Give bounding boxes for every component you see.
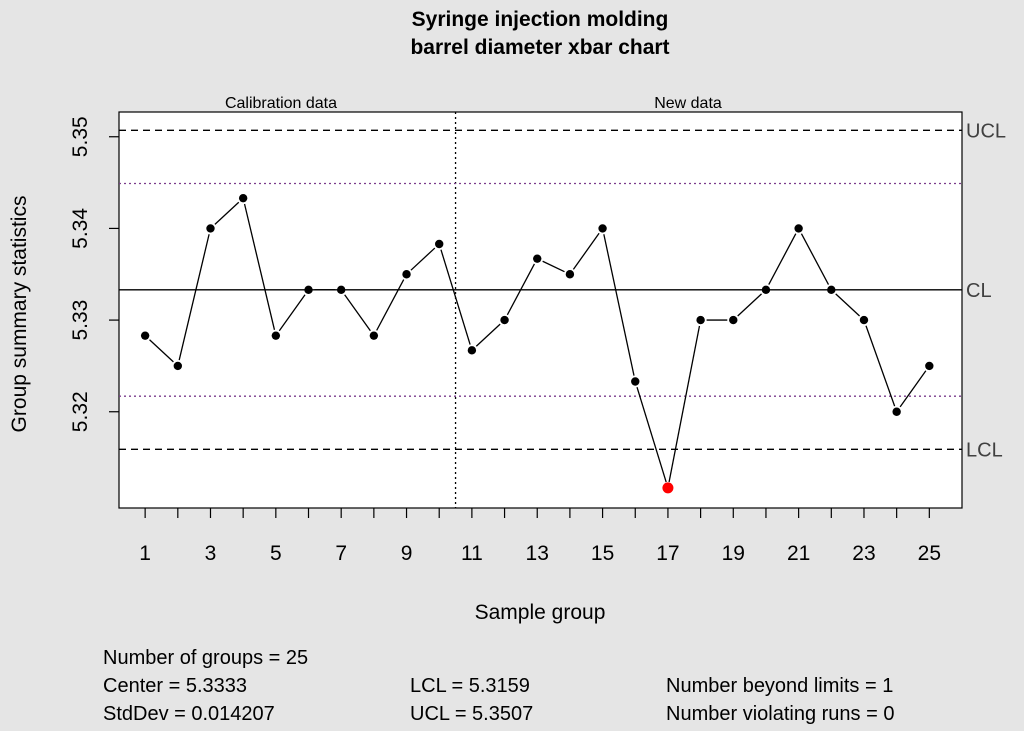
x-tick-label-23: 23 <box>852 542 875 565</box>
series-segment-17 <box>668 325 701 483</box>
plot-area <box>118 111 963 509</box>
series-segment-22 <box>835 293 861 317</box>
data-point-20 <box>761 285 771 295</box>
series-segment-9 <box>410 247 436 271</box>
data-point-17 <box>662 482 674 494</box>
x-tick-label-19: 19 <box>722 542 745 565</box>
data-point-12 <box>500 315 509 325</box>
series-segment-20 <box>768 233 797 285</box>
data-point-3 <box>206 224 215 233</box>
series-segment-14 <box>572 232 600 270</box>
series-segment-4 <box>243 203 276 330</box>
y-axis-label: Group summary statistics <box>8 196 31 433</box>
phase-label-calibration: Calibration data <box>225 95 337 112</box>
phase-label-new: New data <box>654 95 722 112</box>
data-point-23 <box>859 315 869 325</box>
data-point-25 <box>925 361 934 371</box>
stats-violating-runs: Number violating runs = 0 <box>666 703 895 725</box>
data-point-18 <box>696 315 705 325</box>
data-point-10 <box>435 239 444 249</box>
y-tick-label-3: 5.35 <box>69 116 92 157</box>
data-point-19 <box>729 315 738 325</box>
data-point-14 <box>565 270 575 279</box>
x-tick-label-3: 3 <box>205 542 217 565</box>
x-tick-label-17: 17 <box>656 542 679 565</box>
series-segment-13 <box>542 260 565 273</box>
data-point-7 <box>336 285 346 295</box>
data-point-6 <box>304 285 313 295</box>
data-point-2 <box>173 361 183 371</box>
x-axis-label: Sample group <box>475 601 606 624</box>
data-point-16 <box>631 377 640 386</box>
series-segment-1 <box>149 339 174 363</box>
data-point-24 <box>892 407 901 416</box>
data-point-21 <box>794 224 803 233</box>
series-segment-12 <box>506 263 535 316</box>
stats-lcl: LCL = 5.3159 <box>410 675 530 697</box>
data-point-22 <box>827 285 836 295</box>
x-tick-label-9: 9 <box>401 542 413 565</box>
data-point-4 <box>238 193 248 203</box>
series-segment-7 <box>344 294 371 332</box>
y-tick-label-2: 5.34 <box>69 208 92 249</box>
control-limits: UCL CL LCL <box>119 112 1006 508</box>
series-segment-11 <box>475 323 501 347</box>
stats-ucl: UCL = 5.3507 <box>410 703 534 725</box>
series-segment-3 <box>214 201 240 225</box>
data-point-1 <box>140 331 150 340</box>
series-segment-2 <box>178 234 210 361</box>
x-tick-label-7: 7 <box>335 542 347 565</box>
data-point-13 <box>533 254 542 263</box>
axes: 1 3 5 7 9 11 13 15 17 19 21 23 255.325.335.345.35 <box>69 116 941 565</box>
series-segment-5 <box>278 294 306 332</box>
y-tick-label-0: 5.32 <box>69 391 92 432</box>
series-segment-16 <box>636 387 667 483</box>
stats-groups: Number of groups = 25 <box>103 647 309 669</box>
x-tick-label-5: 5 <box>270 542 282 565</box>
x-tick-label-1: 1 <box>139 542 151 565</box>
stats-beyond-limits: Number beyond limits = 1 <box>666 675 894 697</box>
x-tick-label-11: 11 <box>461 542 483 565</box>
series-segment-19 <box>737 293 762 317</box>
data-point-15 <box>598 224 607 233</box>
data-point-5 <box>271 331 281 340</box>
y-tick-label-1: 5.33 <box>69 300 92 341</box>
series-xbar <box>140 193 934 494</box>
x-tick-label-21: 21 <box>787 542 810 565</box>
chart-title-line-2: barrel diameter xbar chart <box>410 36 669 59</box>
data-point-11 <box>467 346 477 355</box>
series-segment-8 <box>376 279 405 331</box>
limit-label-lcl: LCL <box>966 439 1003 461</box>
series-segment-15 <box>603 234 635 376</box>
stats-center: Center = 5.3333 <box>103 675 247 697</box>
limit-label-ucl: UCL <box>966 120 1006 142</box>
x-tick-label-13: 13 <box>526 542 549 565</box>
x-tick-label-25: 25 <box>918 542 941 565</box>
series-segment-21 <box>800 233 830 285</box>
data-point-8 <box>369 331 379 340</box>
data-point-9 <box>402 270 411 279</box>
limit-label-cl: CL <box>966 280 992 302</box>
series-segment-10 <box>440 249 471 345</box>
series-segment-24 <box>899 370 927 408</box>
chart-title-line-1: Syringe injection molding <box>412 8 669 31</box>
x-tick-label-15: 15 <box>591 542 614 565</box>
series-segment-23 <box>865 325 896 407</box>
stats-stddev: StdDev = 0.014207 <box>103 703 275 725</box>
